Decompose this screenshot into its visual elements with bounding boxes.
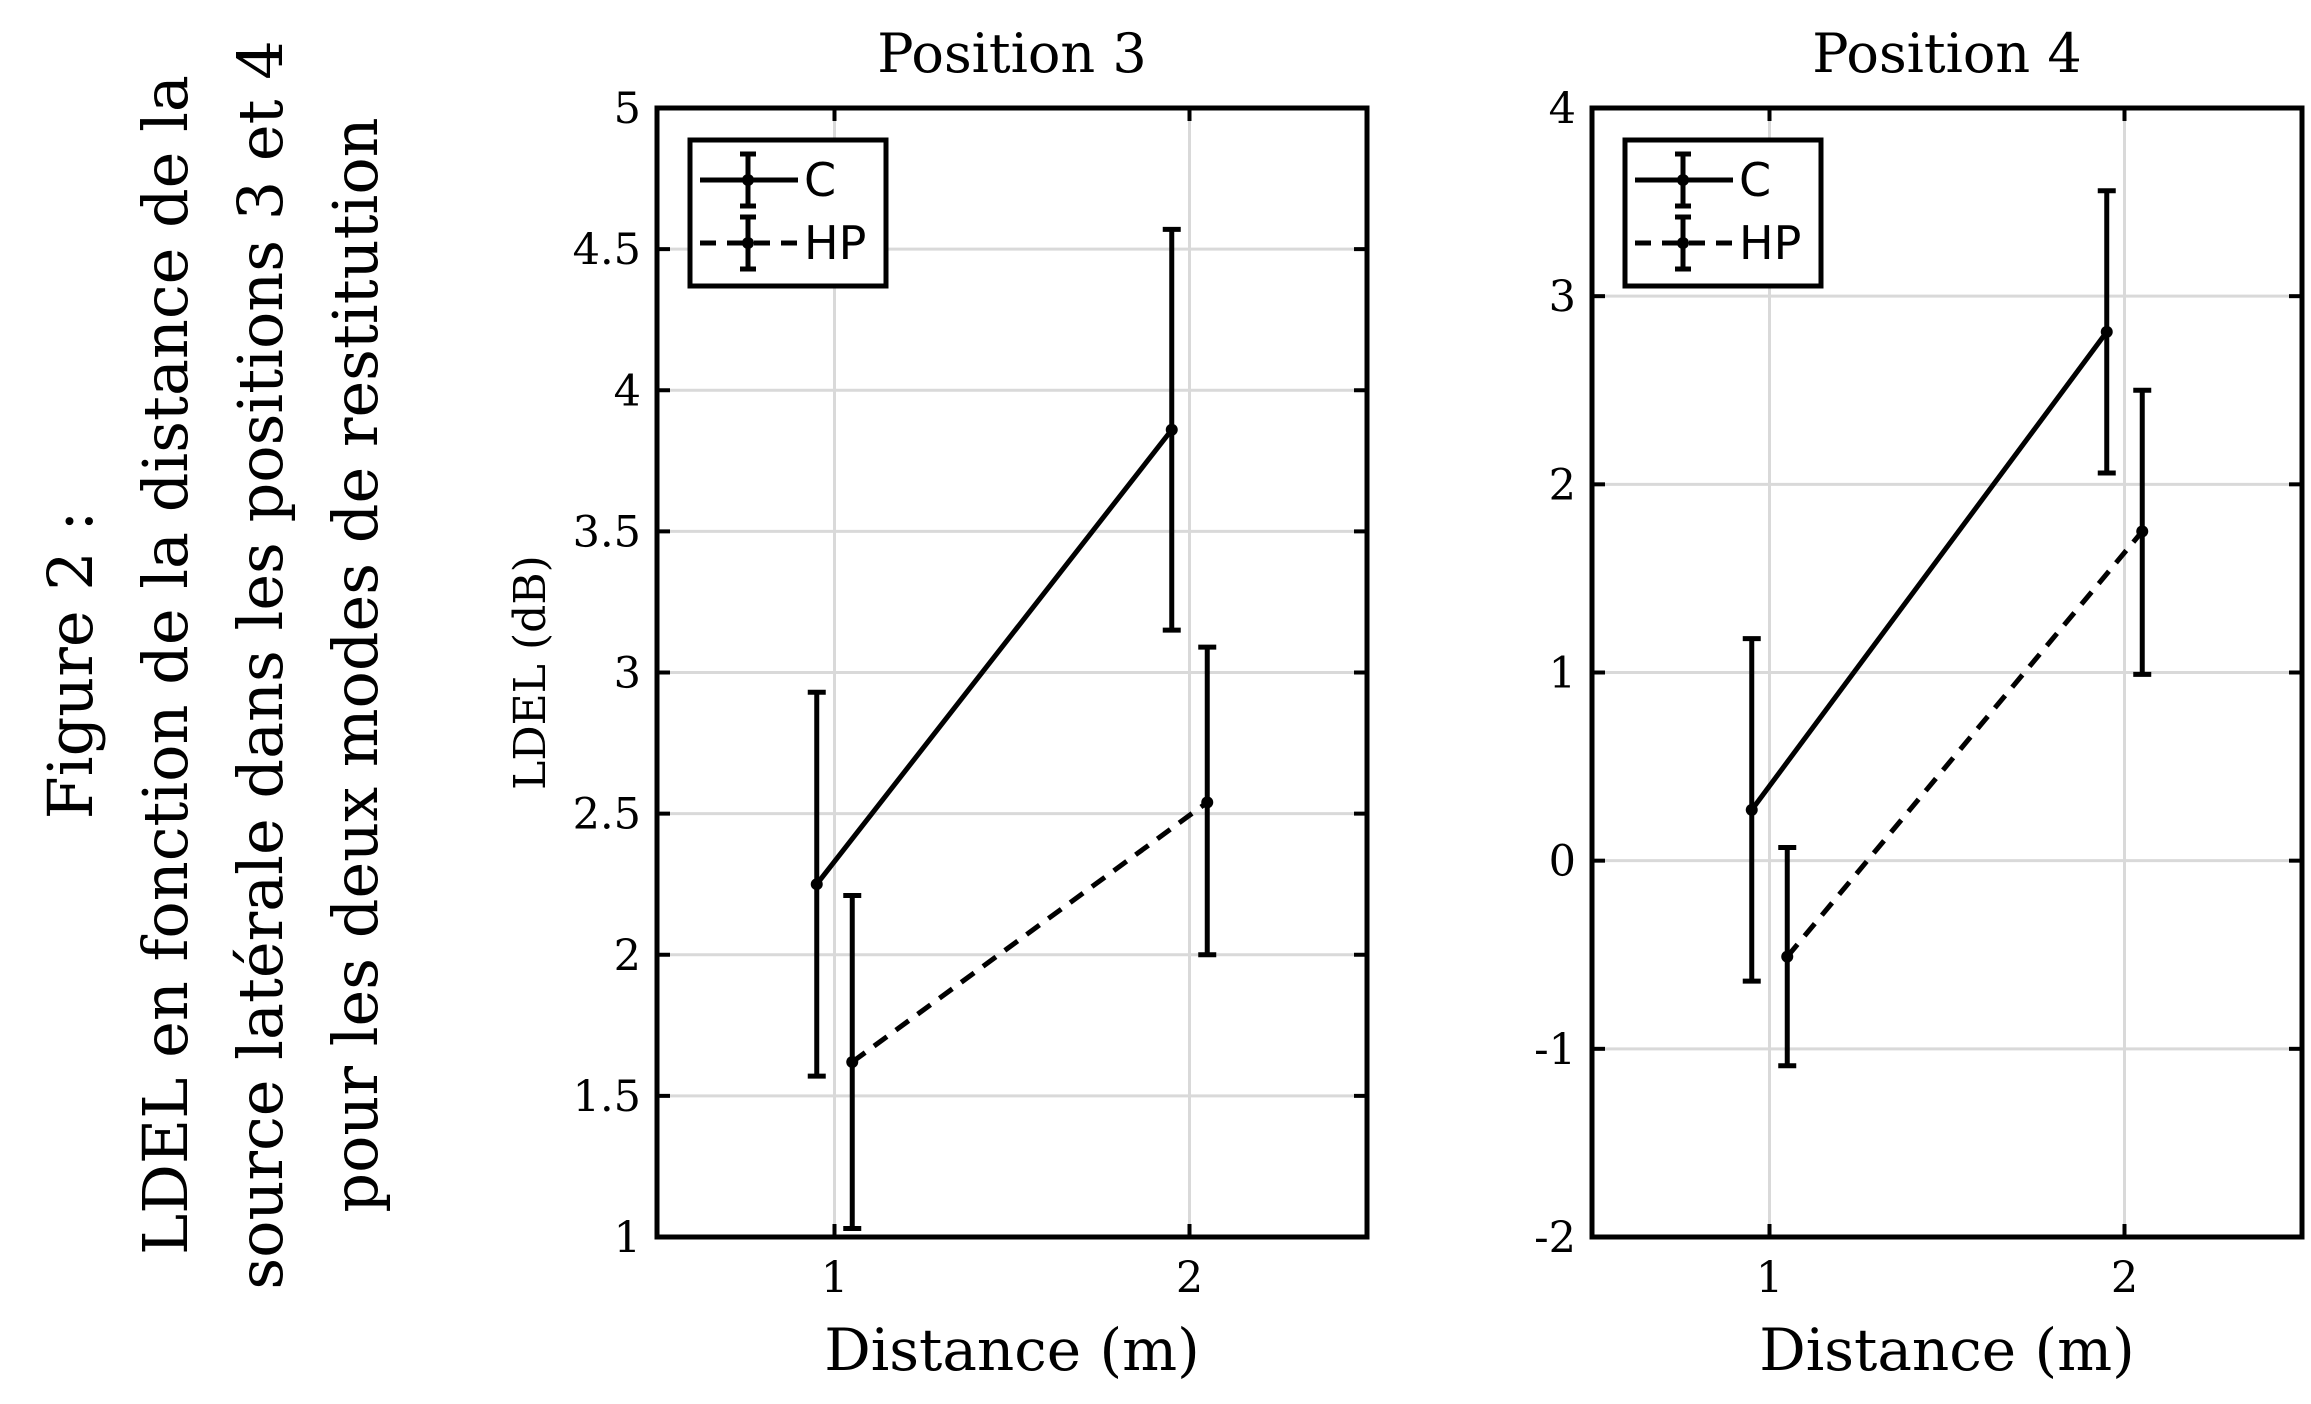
- y-tick-label: 1.5: [573, 1072, 641, 1122]
- series-line-hp: [850, 800, 1209, 1065]
- legend-marker: [742, 174, 754, 186]
- y-tick-label: 3: [614, 649, 641, 699]
- data-point-hp: [2136, 525, 2149, 538]
- x-tick-label: 2: [1176, 1253, 1203, 1303]
- legend-box: [687, 137, 889, 289]
- x-tick-label: 1: [821, 1253, 848, 1303]
- legend-label-hp: HP: [1739, 216, 1801, 270]
- y-tick-label: 2: [614, 931, 641, 981]
- x-axis-label: Distance (m): [1759, 1316, 2135, 1384]
- data-point-hp: [1781, 950, 1794, 963]
- y-axis-label: LDEL (dB): [505, 555, 556, 790]
- data-point-c: [1745, 803, 1758, 816]
- caption-line-2: LDEL en fonction de la distance de la: [129, 75, 202, 1255]
- legend-marker: [1677, 237, 1689, 249]
- chart-panel-position-3: 1 2 1 1.5 2 2.5 3 3.5 4 4.5 5 Position 3 Distance (m…: [505, 22, 1370, 1384]
- legend-label-c: C: [804, 153, 836, 207]
- legend-box: [1622, 137, 1824, 289]
- chart-panel-position-4: 1 2 -2 -1 0 1 2 3 4 Position 4 Distance (m) C HP: [1534, 22, 2305, 1384]
- legend: C HP: [687, 137, 889, 289]
- caption-line-1: Figure 2 :: [34, 511, 107, 820]
- figure-caption: Figure 2 : LDEL en fonction de la distan…: [34, 40, 392, 1289]
- legend-marker: [742, 237, 754, 249]
- data-point-c: [810, 878, 823, 891]
- y-tick-label: -1: [1534, 1025, 1576, 1075]
- data-point-hp: [846, 1056, 859, 1069]
- y-tick-label: 0: [1549, 837, 1576, 887]
- legend-label-c: C: [1739, 153, 1771, 207]
- legend: C HP: [1622, 137, 1824, 289]
- axes-box: [1589, 105, 2305, 1240]
- caption-line-3: source latérale dans les positions 3 et …: [224, 40, 297, 1289]
- series-line-c: [814, 428, 1174, 886]
- legend-marker: [1677, 174, 1689, 186]
- y-tick-label: 5: [614, 84, 641, 134]
- series-line-hp: [1785, 529, 2145, 959]
- axes-box: [654, 105, 1370, 1240]
- chart-title: Position 4: [1812, 22, 2081, 85]
- data-point-hp: [1201, 796, 1214, 809]
- x-tick-label: 2: [2111, 1253, 2138, 1303]
- y-tick-label: 1: [1549, 649, 1576, 699]
- y-tick-label: 4: [614, 366, 641, 416]
- legend-label-hp: HP: [804, 216, 866, 270]
- data-point-c: [2100, 325, 2113, 338]
- series-line-c: [1749, 330, 2109, 812]
- y-tick-label: 3: [1549, 272, 1576, 322]
- x-axis-label: Distance (m): [824, 1316, 1200, 1384]
- data-point-c: [1165, 423, 1178, 436]
- y-tick-label: 3.5: [573, 507, 641, 557]
- chart-title: Position 3: [877, 22, 1146, 85]
- y-tick-label: 4: [1549, 84, 1576, 134]
- y-tick-label: -2: [1534, 1213, 1576, 1263]
- y-tick-label: 2.5: [573, 790, 641, 840]
- x-tick-label: 1: [1756, 1253, 1783, 1303]
- caption-line-4: pour les deux modes de restitution: [319, 117, 392, 1212]
- y-tick-label: 1: [614, 1213, 641, 1263]
- y-tick-label: 2: [1549, 460, 1576, 510]
- y-tick-label: 4.5: [573, 225, 641, 275]
